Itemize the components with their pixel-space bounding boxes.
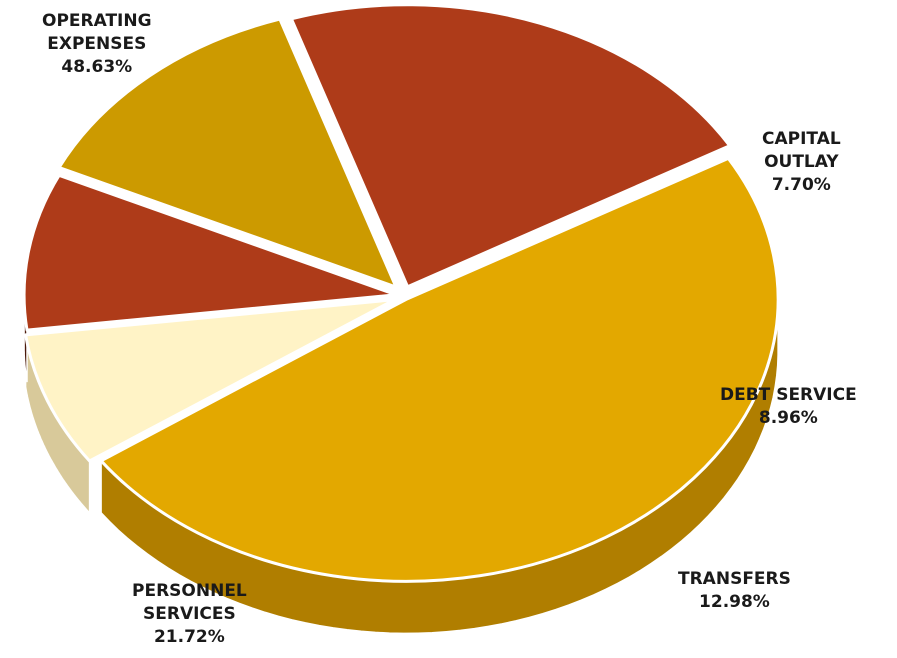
label-line: OPERATING — [42, 11, 152, 31]
label-line: TRANSFERS — [678, 569, 791, 589]
pie-slice — [57, 17, 398, 289]
label-value: 21.72% — [153, 627, 225, 647]
label-personnel-services: PERSONNEL SERVICES 21.72% — [132, 580, 247, 649]
pie-slice — [22, 173, 398, 332]
label-value: 48.63% — [61, 57, 133, 77]
pie-slice — [289, 3, 732, 289]
label-transfers: TRANSFERS 12.98% — [678, 568, 791, 614]
label-line: EXPENSES — [47, 34, 147, 54]
label-capital-outlay: CAPITAL OUTLAY 7.70% — [762, 128, 841, 197]
label-value: 8.96% — [758, 408, 818, 428]
label-line: OUTLAY — [764, 152, 839, 172]
label-line: CAPITAL — [762, 129, 841, 149]
pie-slice — [24, 298, 397, 463]
label-debt-service: DEBT SERVICE 8.96% — [720, 384, 857, 430]
label-operating-expenses: OPERATING EXPENSES 48.63% — [42, 10, 152, 79]
label-line: PERSONNEL — [132, 581, 247, 601]
label-line: SERVICES — [143, 604, 236, 624]
pie-slice — [99, 156, 780, 583]
label-value: 12.98% — [699, 592, 770, 612]
label-line: DEBT SERVICE — [720, 385, 857, 405]
label-value: 7.70% — [771, 175, 831, 195]
